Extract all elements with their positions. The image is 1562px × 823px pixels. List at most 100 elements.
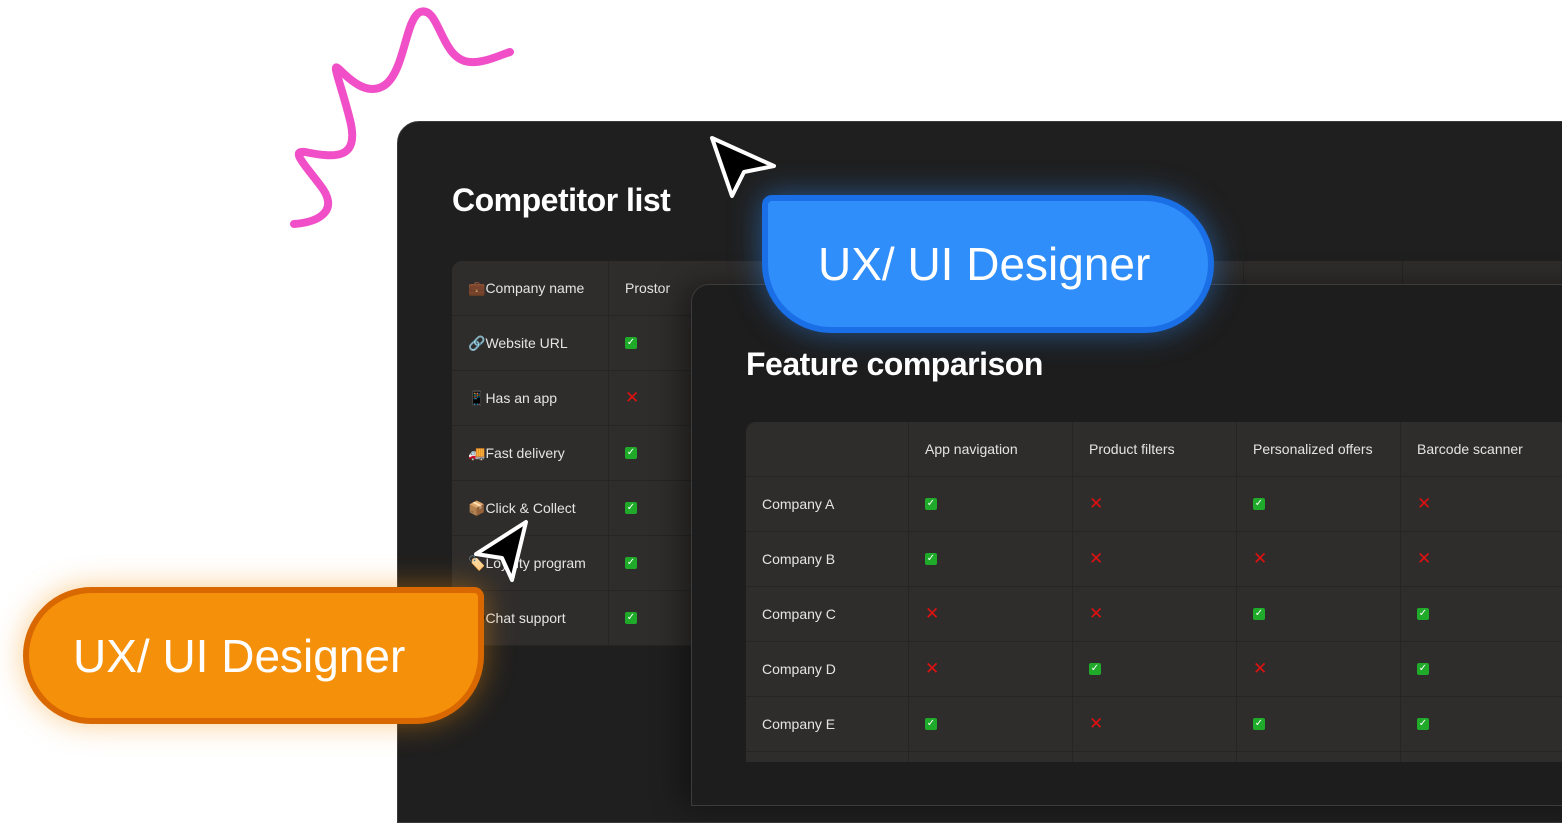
table-cell: ✓ — [1401, 642, 1562, 696]
table-row: Company E ✓ ✕ ✓ ✓ — [746, 697, 1562, 752]
table-cell: ✓ — [1237, 697, 1401, 751]
check-icon: ✓ — [1253, 608, 1265, 620]
table-row: Company A ✓ ✕ ✓ ✕ — [746, 477, 1562, 532]
table-cell: Company B — [746, 532, 909, 586]
check-icon: ✓ — [1089, 663, 1101, 675]
row-icon: 🔗 — [468, 334, 486, 351]
check-icon: ✓ — [925, 498, 937, 510]
table-cell: ✕ — [1401, 532, 1562, 586]
table-cell: 🔗 Website URL — [452, 316, 609, 370]
table-cell: Personalized offers — [1237, 422, 1401, 476]
company-name: Company D — [762, 661, 836, 677]
table-cell: 📦 Click & Collect — [452, 481, 609, 535]
table-cell: ✓ — [909, 697, 1073, 751]
table-cell: Company D — [746, 642, 909, 696]
row-label: Click & Collect — [485, 500, 576, 516]
cross-icon: ✕ — [625, 388, 640, 407]
check-icon: ✓ — [1417, 718, 1429, 730]
table-cell: 💼 Company name — [452, 261, 609, 315]
column-header: Company name — [485, 280, 585, 296]
check-icon: ✓ — [625, 447, 637, 459]
check-icon: ✓ — [1253, 718, 1265, 730]
cross-icon: ✕ — [1089, 604, 1104, 623]
cursor-arrow-icon — [710, 136, 776, 198]
cross-icon: ✕ — [1417, 549, 1432, 568]
table-cell: Barcode scanner — [1401, 422, 1562, 476]
table-cell: Company A — [746, 477, 909, 531]
company-name: Company B — [762, 551, 836, 567]
table-cell: ✕ — [1237, 642, 1401, 696]
table-cell: ✕ — [1237, 532, 1401, 586]
feature-comparison-title: Feature comparison — [746, 346, 1043, 382]
table-cell: ✓ — [909, 532, 1073, 586]
column-header: Prostor — [625, 280, 671, 296]
company-name: Company C — [762, 606, 836, 622]
check-icon: ✓ — [925, 553, 937, 565]
row-label: Website URL — [485, 335, 568, 351]
row-icon: 🏷️ — [468, 554, 486, 571]
column-header: Personalized offers — [1253, 441, 1373, 457]
competitor-list-title: Competitor list — [452, 182, 671, 218]
cross-icon: ✕ — [1417, 494, 1432, 513]
column-header: Barcode scanner — [1417, 441, 1523, 457]
cross-icon: ✕ — [1253, 659, 1268, 678]
table-cell: ✓ — [1073, 642, 1237, 696]
table-cell — [746, 752, 909, 762]
table-cell: ✕ — [1073, 587, 1237, 641]
check-icon: ✓ — [1417, 663, 1429, 675]
check-icon: ✓ — [925, 718, 937, 730]
briefcase-icon: 💼 — [468, 279, 486, 296]
table-row: Company B ✓ ✕ ✕ ✕ — [746, 532, 1562, 587]
table-row: Company D ✕ ✓ ✕ ✓ — [746, 642, 1562, 697]
row-icon: 🚚 — [468, 444, 486, 461]
row-icon: 📱 — [468, 389, 486, 406]
table-cell: ✕ — [1073, 477, 1237, 531]
column-header: App navigation — [925, 441, 1018, 457]
squiggle-decoration — [290, 7, 514, 228]
cross-icon: ✕ — [925, 604, 940, 623]
check-icon: ✓ — [1253, 498, 1265, 510]
cross-icon: ✕ — [1253, 549, 1268, 568]
role-badge-blue: UX/ UI Designer — [762, 195, 1214, 333]
table-cell: ✕ — [909, 642, 1073, 696]
badge-label: UX/ UI Designer — [818, 238, 1151, 290]
table-cell: ✓ — [909, 477, 1073, 531]
table-cell: ✕ — [1073, 697, 1237, 751]
table-cell: ✓ — [1401, 587, 1562, 641]
feature-table: App navigation Product filters Personalize… — [746, 422, 1562, 762]
table-cell: 🚚 Fast delivery — [452, 426, 609, 480]
table-cell: ✓ — [1237, 587, 1401, 641]
cross-icon: ✕ — [1089, 494, 1104, 513]
table-cell: ✕ — [1073, 532, 1237, 586]
check-icon: ✓ — [625, 557, 637, 569]
table-cell: ✓ — [1237, 477, 1401, 531]
table-cell: App navigation — [909, 422, 1073, 476]
table-cell: Product filters — [1073, 422, 1237, 476]
table-cell — [909, 752, 1073, 762]
cross-icon: ✕ — [925, 659, 940, 678]
table-cell: Company C — [746, 587, 909, 641]
table-cell: Company E — [746, 697, 909, 751]
table-cell: 📱 Has an app — [452, 371, 609, 425]
table-cell — [1073, 752, 1237, 762]
table-cell — [1401, 752, 1562, 762]
table-cell: ✕ — [1401, 477, 1562, 531]
check-icon: ✓ — [1417, 608, 1429, 620]
check-icon: ✓ — [625, 612, 637, 624]
table-cell: ✓ — [1401, 697, 1562, 751]
cross-icon: ✕ — [1089, 714, 1104, 733]
check-icon: ✓ — [625, 337, 637, 349]
table-cell: ✕ — [909, 587, 1073, 641]
badge-label: UX/ UI Designer — [73, 629, 406, 682]
role-badge-orange: UX/ UI Designer — [23, 587, 484, 724]
check-icon: ✓ — [625, 502, 637, 514]
cross-icon: ✕ — [1089, 549, 1104, 568]
table-row — [746, 752, 1562, 762]
table-cell — [746, 422, 909, 476]
row-label: Has an app — [485, 390, 558, 406]
table-cell — [1237, 752, 1401, 762]
cursor-arrow-icon — [474, 520, 528, 582]
company-name: Company E — [762, 716, 836, 732]
row-label: Fast delivery — [485, 445, 565, 461]
table-header-row: App navigation Product filters Personalize… — [746, 422, 1562, 477]
